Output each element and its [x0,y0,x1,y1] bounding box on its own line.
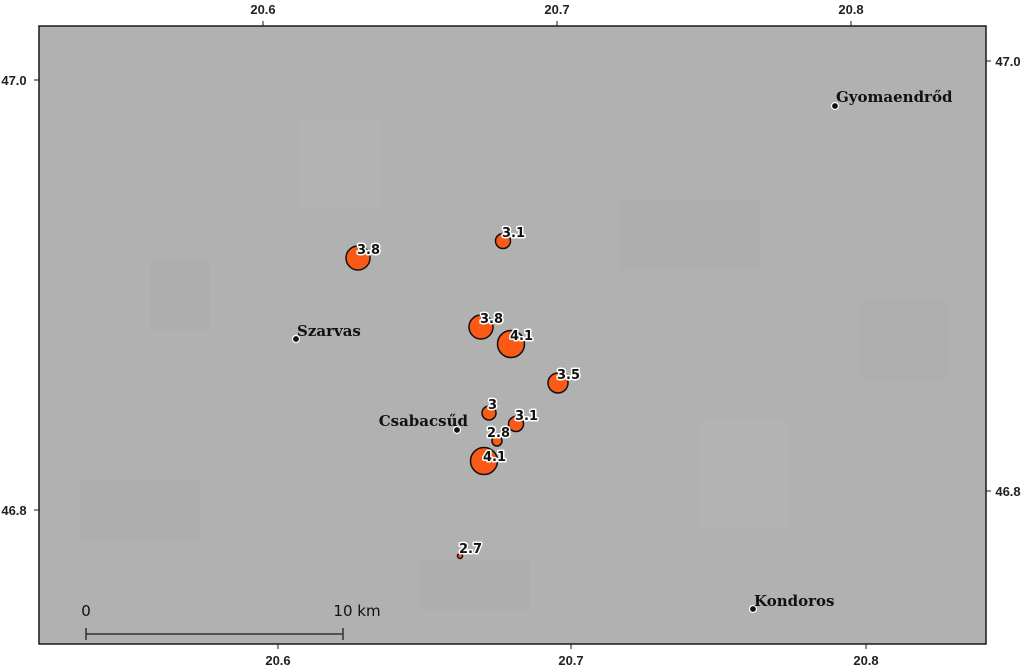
scale-start-label: 0 [81,602,91,620]
top-tick-label: 20.7 [544,2,569,17]
left-axis-labels: 47.0 46.8 [1,73,26,518]
right-axis-labels: 47.0 46.8 [995,54,1020,499]
bottom-tick-label: 20.6 [265,653,290,668]
terrain-texture [80,120,950,610]
earthquake-marker[interactable] [496,329,526,359]
earthquake-label: 2.7 [459,542,482,557]
town-gyomaendrod[interactable]: Gyomaendrőd [830,88,953,111]
earthquake-label: 4.1 [510,329,533,344]
right-tick-label: 47.0 [995,54,1020,69]
earthquake-label: 3.8 [357,243,380,258]
earthquake-label: 2.8 [487,426,510,441]
earthquake-marker[interactable] [469,446,499,476]
bottom-tick-label: 20.8 [853,653,878,668]
top-axis-labels: 20.6 20.7 20.8 [250,2,863,17]
earthquake-marker[interactable] [456,552,464,560]
top-tick-label: 20.8 [838,2,863,17]
top-tick-label: 20.6 [250,2,275,17]
earthquake-labels: 3.8 3.1 3.8 4.1 3.5 3 3.1 2.8 4.1 2.7 [356,225,582,559]
earthquake-label: 4.1 [483,450,506,465]
map-frame [38,25,987,645]
bottom-tick-label: 20.7 [558,653,583,668]
town-kondoros[interactable]: Kondoros [748,592,835,614]
town-marker [452,425,462,435]
town-marker [291,334,301,344]
earthquake-marker[interactable] [491,435,503,447]
axis-ticks [34,21,991,649]
town-marker [830,101,840,111]
town-label: Gyomaendrőd [836,88,953,106]
scale-end-label: 10 km [333,602,380,620]
earthquake-marker[interactable] [494,232,512,250]
town-csabacsud[interactable]: Csabacsűd [379,412,469,435]
earthquake-label: 3.8 [480,312,503,327]
left-tick-label: 47.0 [1,73,26,88]
earthquake-marker[interactable] [345,245,371,271]
earthquake-marker[interactable] [507,415,525,433]
earthquake-label: 3 [488,398,497,413]
scale-bar: 0 10 km [81,602,381,640]
town-szarvas[interactable]: Szarvas [291,322,361,344]
right-tick-label: 46.8 [995,484,1020,499]
town-label: Csabacsűd [379,412,469,430]
earthquake-label: 3.1 [515,409,538,424]
town-label: Kondoros [754,592,834,610]
town-marker [748,604,758,614]
earthquake-marker[interactable] [468,314,494,340]
earthquake-marker[interactable] [481,405,497,421]
earthquake-label: 3.1 [502,226,525,241]
bottom-axis-labels: 20.6 20.7 20.8 [265,653,878,668]
earthquake-marker[interactable] [547,372,569,394]
left-tick-label: 46.8 [1,503,26,518]
earthquake-label: 3.5 [557,368,580,383]
town-label: Szarvas [297,322,361,340]
earthquake-markers [345,232,569,560]
